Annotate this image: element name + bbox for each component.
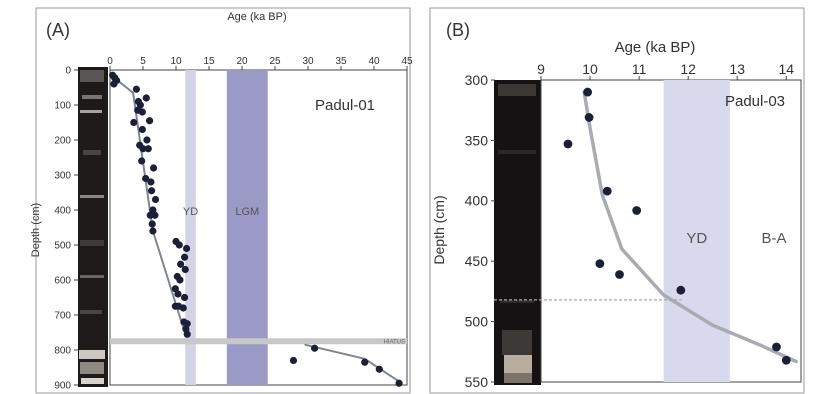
y-tick-label: 450 <box>465 253 489 269</box>
y-tick-label: 900 <box>54 381 71 392</box>
data-point <box>174 290 182 298</box>
data-point <box>151 195 160 204</box>
panel-b-x-axis-title: Age (ka BP) <box>615 39 696 56</box>
panel-b-site-label: Padul-03 <box>725 93 785 110</box>
y-tick-label: 700 <box>54 311 71 322</box>
x-tick-label: 35 <box>335 56 347 67</box>
y-tick-label: 300 <box>54 171 71 182</box>
data-point <box>138 157 146 165</box>
data-point <box>615 270 624 279</box>
x-tick-label: 20 <box>236 56 248 67</box>
data-point <box>583 87 593 97</box>
x-tick-label: 25 <box>269 56 281 67</box>
data-point <box>139 145 147 153</box>
x-tick-label: 9 <box>537 61 545 77</box>
x-tick-label: 12 <box>680 61 696 77</box>
x-tick-label: 5 <box>140 56 146 67</box>
panel-a-core-image <box>78 67 108 387</box>
data-point <box>181 265 189 274</box>
x-tick-label: 11 <box>632 61 647 77</box>
panel-b-label: (B) <box>446 20 470 40</box>
data-point <box>148 220 156 228</box>
data-point <box>781 355 791 365</box>
data-point <box>180 253 189 261</box>
y-tick-label: 600 <box>54 276 71 287</box>
data-point <box>142 174 150 183</box>
band-yd <box>185 70 196 385</box>
data-point <box>147 178 155 186</box>
y-tick-label: 800 <box>54 346 71 357</box>
data-point <box>146 117 154 125</box>
data-point <box>375 365 383 373</box>
x-tick-label: 10 <box>170 56 182 67</box>
y-tick-label: 300 <box>465 72 489 88</box>
panel-a-y-axis-title: Depth (cm) <box>30 203 42 257</box>
data-point <box>632 206 642 215</box>
panel-a-site-label: Padul-01 <box>315 97 375 114</box>
y-tick-label: 400 <box>54 206 71 217</box>
data-point <box>142 94 150 102</box>
y-tick-label: 200 <box>54 136 71 147</box>
data-point <box>772 342 781 352</box>
data-point <box>180 293 189 302</box>
data-point <box>130 118 138 127</box>
data-point <box>183 330 191 338</box>
data-point <box>289 356 298 365</box>
data-point <box>361 358 369 366</box>
data-point <box>311 344 319 352</box>
band-label-b-a: B-A <box>762 230 787 247</box>
data-point <box>138 108 146 116</box>
data-point <box>149 164 158 172</box>
x-tick-label: 40 <box>368 56 380 67</box>
x-tick-label: 13 <box>729 61 745 77</box>
data-point <box>132 85 140 93</box>
data-point <box>149 227 157 235</box>
x-tick-label: 14 <box>778 61 794 77</box>
data-point <box>175 241 183 249</box>
x-tick-label: 0 <box>107 56 113 67</box>
x-tick-label: 30 <box>302 56 314 67</box>
band-label-yd: YD <box>183 206 198 218</box>
data-point <box>179 304 187 312</box>
hiatus-band <box>110 338 407 345</box>
data-point <box>110 80 118 88</box>
y-tick-label: 550 <box>465 374 489 390</box>
y-tick-label: 100 <box>54 101 71 112</box>
data-point <box>584 113 594 122</box>
data-point <box>143 136 151 144</box>
data-point <box>138 125 146 134</box>
x-tick-label: 45 <box>401 56 413 67</box>
panel-a-label: (A) <box>46 20 70 40</box>
band-label-yd: YD <box>686 230 707 247</box>
data-point <box>395 379 403 387</box>
data-point <box>676 285 686 295</box>
data-point <box>151 211 159 219</box>
band-label-lgm: LGM <box>235 206 259 218</box>
panel-a-x-axis-title: Age (ka BP) <box>227 11 286 23</box>
data-point <box>147 187 156 195</box>
age-depth-curve <box>582 90 798 364</box>
y-tick-label: 500 <box>465 314 489 330</box>
data-point <box>177 260 185 268</box>
band-yd <box>663 80 730 382</box>
x-tick-label: 10 <box>582 61 598 77</box>
band-lgm <box>226 70 268 385</box>
y-tick-label: 500 <box>54 241 71 252</box>
hiatus-label: HIATUS <box>383 339 405 345</box>
y-tick-label: 0 <box>65 66 71 77</box>
data-point <box>595 259 605 269</box>
data-point <box>176 276 184 284</box>
data-point <box>602 186 612 196</box>
panel-b-core-image <box>494 80 541 385</box>
data-point <box>182 244 191 253</box>
data-point <box>563 139 573 149</box>
panel-b-y-axis-title: Depth (cm) <box>431 195 447 264</box>
data-point <box>144 145 152 153</box>
y-tick-label: 400 <box>465 193 489 209</box>
x-tick-label: 15 <box>203 56 215 67</box>
y-tick-label: 350 <box>465 132 489 148</box>
